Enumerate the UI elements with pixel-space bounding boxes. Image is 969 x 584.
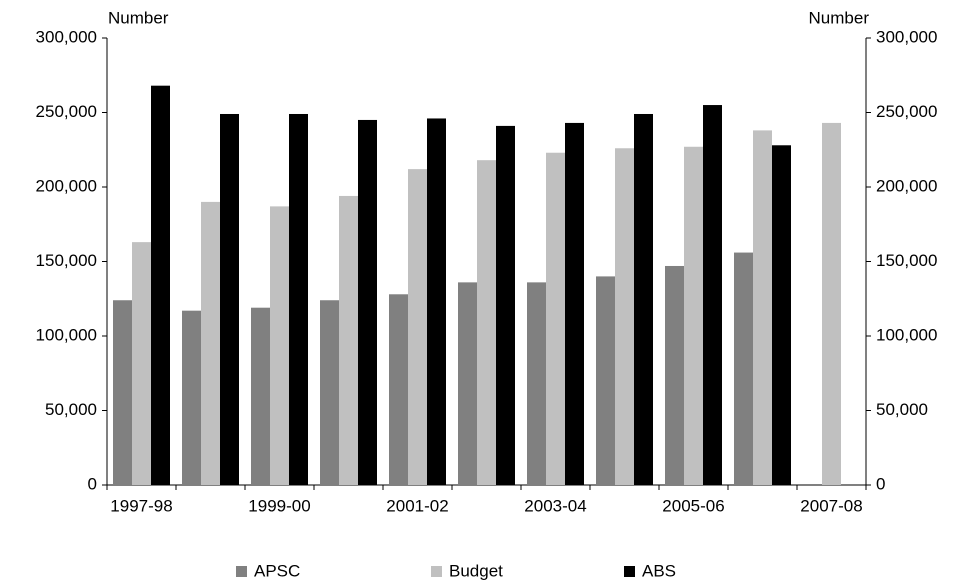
y-tick-label: 50,000	[45, 400, 97, 419]
bar	[458, 282, 477, 485]
legend-label: APSC	[254, 561, 300, 580]
bar	[201, 201, 220, 485]
y2-tick-label: 250,000	[876, 102, 937, 121]
bar	[220, 113, 239, 486]
bar	[734, 252, 753, 485]
x-tick-label: 2007-08	[800, 496, 862, 515]
bar	[182, 310, 201, 485]
bar	[251, 307, 270, 485]
y-tick-label: 200,000	[36, 176, 97, 195]
x-tick-label: 1999-00	[248, 496, 310, 515]
bar	[289, 113, 308, 486]
y-tick-label: 150,000	[36, 251, 97, 270]
x-tick-label: 2003-04	[524, 496, 586, 515]
y2-axis-title: Number	[809, 8, 870, 27]
y2-tick-label: 100,000	[876, 325, 937, 344]
y-tick-label: 300,000	[36, 27, 97, 46]
bar	[320, 300, 339, 485]
bar	[665, 265, 684, 485]
bar	[546, 152, 565, 486]
y-axis-title: Number	[108, 8, 169, 27]
bar	[753, 130, 772, 485]
bar	[634, 113, 653, 486]
y-tick-label: 100,000	[36, 325, 97, 344]
bar	[358, 119, 377, 485]
legend-swatch	[624, 566, 635, 577]
x-tick-label: 2001-02	[386, 496, 448, 515]
bar	[408, 169, 427, 485]
legend-swatch	[431, 566, 442, 577]
bar	[772, 145, 791, 485]
y2-tick-label: 0	[876, 474, 885, 493]
legend-label: Budget	[449, 561, 503, 580]
x-tick-label: 2005-06	[662, 496, 724, 515]
bar	[703, 105, 722, 486]
bar	[339, 195, 358, 485]
y2-tick-label: 300,000	[876, 27, 937, 46]
bar	[684, 146, 703, 485]
bar	[477, 160, 496, 485]
y2-tick-label: 50,000	[876, 400, 928, 419]
bar	[427, 118, 446, 486]
y-tick-label: 250,000	[36, 102, 97, 121]
bar	[389, 294, 408, 485]
y2-tick-label: 150,000	[876, 251, 937, 270]
legend-swatch	[236, 566, 247, 577]
bar	[527, 282, 546, 485]
bar	[615, 148, 634, 485]
bar	[596, 276, 615, 485]
x-tick-label: 1997-98	[110, 496, 172, 515]
bar	[496, 125, 515, 485]
y2-tick-label: 200,000	[876, 176, 937, 195]
bar	[151, 85, 170, 486]
bar	[113, 300, 132, 485]
bar	[565, 122, 584, 486]
bar	[270, 206, 289, 485]
bar	[822, 122, 841, 486]
bar	[132, 242, 151, 485]
y-tick-label: 0	[88, 474, 97, 493]
legend-label: ABS	[642, 561, 676, 580]
